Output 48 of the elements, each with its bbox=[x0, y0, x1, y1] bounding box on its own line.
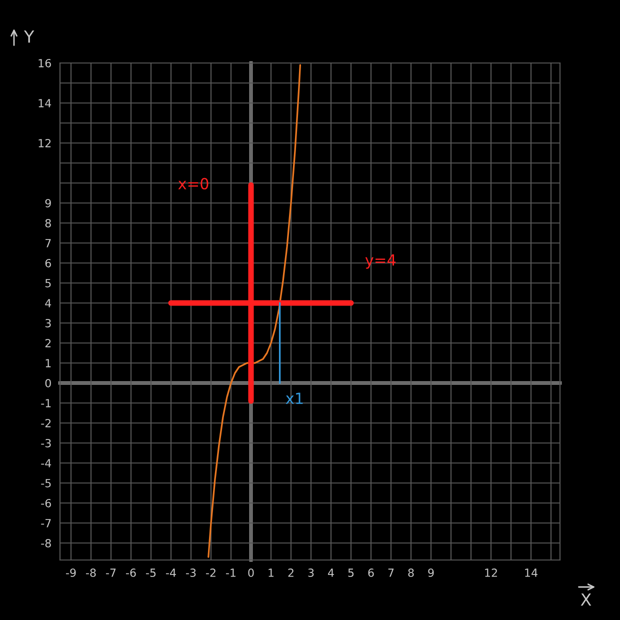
x-tick-label: -8 bbox=[86, 568, 96, 577]
x-tick-label: 7 bbox=[388, 568, 394, 577]
line-series bbox=[208, 64, 302, 558]
y-tick-label: 4 bbox=[45, 299, 52, 308]
text: x=0 bbox=[178, 178, 208, 190]
y-tick-label: -1 bbox=[41, 399, 51, 408]
x-tick-label: 12 bbox=[485, 568, 497, 577]
y-tick-label: 2 bbox=[45, 338, 51, 348]
y-tick-label: 12 bbox=[38, 138, 51, 148]
x-tick-label: -1 bbox=[226, 568, 236, 577]
x-tick-label: -5 bbox=[146, 568, 156, 577]
y-tick-label: 7 bbox=[46, 239, 51, 248]
y-tick-label: -6 bbox=[41, 498, 51, 508]
x-tick-label: -7 bbox=[106, 568, 116, 577]
y-tick-label: 16 bbox=[38, 58, 51, 68]
y-tick-label: 3 bbox=[45, 318, 51, 328]
x-axis-title: X bbox=[580, 593, 592, 606]
x-tick-label: 8 bbox=[408, 568, 414, 577]
x-tick-label: 9 bbox=[428, 568, 434, 577]
y-tick-label: 9 bbox=[45, 198, 51, 208]
y-tick-label: 14 bbox=[38, 99, 52, 108]
x-tick-label: 6 bbox=[368, 568, 374, 577]
x-tick-label: -6 bbox=[126, 568, 136, 577]
y-tick-label: -8 bbox=[41, 538, 51, 548]
y-axis-title: Y bbox=[24, 30, 34, 43]
y-tick-label: 5 bbox=[45, 279, 51, 288]
y-tick-label: 6 bbox=[45, 258, 51, 268]
text: y=4 bbox=[365, 254, 396, 269]
y-tick-label: -2 bbox=[41, 418, 51, 428]
x-tick-label: 0 bbox=[248, 568, 254, 577]
x-tick-label: 2 bbox=[288, 568, 294, 577]
series-label: x1 bbox=[286, 392, 303, 404]
x-tick-label: -3 bbox=[186, 568, 196, 577]
y-tick-label: -7 bbox=[41, 519, 51, 528]
x-tick-label: 5 bbox=[348, 568, 354, 577]
x-tick-label: 1 bbox=[268, 568, 274, 577]
y-tick-label: 0 bbox=[45, 378, 51, 388]
x-tick-label: -4 bbox=[166, 568, 176, 577]
x-tick-label: -2 bbox=[206, 568, 216, 577]
x-tick-label: 3 bbox=[308, 568, 314, 577]
y-tick-label: 1 bbox=[46, 359, 51, 368]
y-tick-label: 8 bbox=[45, 218, 51, 228]
y-tick-label: -3 bbox=[41, 438, 51, 448]
y-tick-label: -4 bbox=[41, 459, 52, 468]
x-tick-label: -9 bbox=[66, 568, 76, 577]
y-tick-label: -5 bbox=[41, 479, 51, 488]
x-tick-label: 4 bbox=[328, 568, 334, 577]
x-tick-label: 14 bbox=[525, 568, 538, 577]
